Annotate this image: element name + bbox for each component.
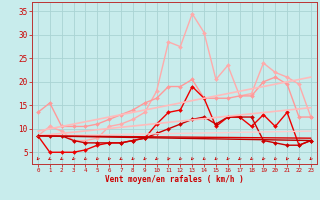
X-axis label: Vent moyen/en rafales ( km/h ): Vent moyen/en rafales ( km/h ) bbox=[105, 175, 244, 184]
